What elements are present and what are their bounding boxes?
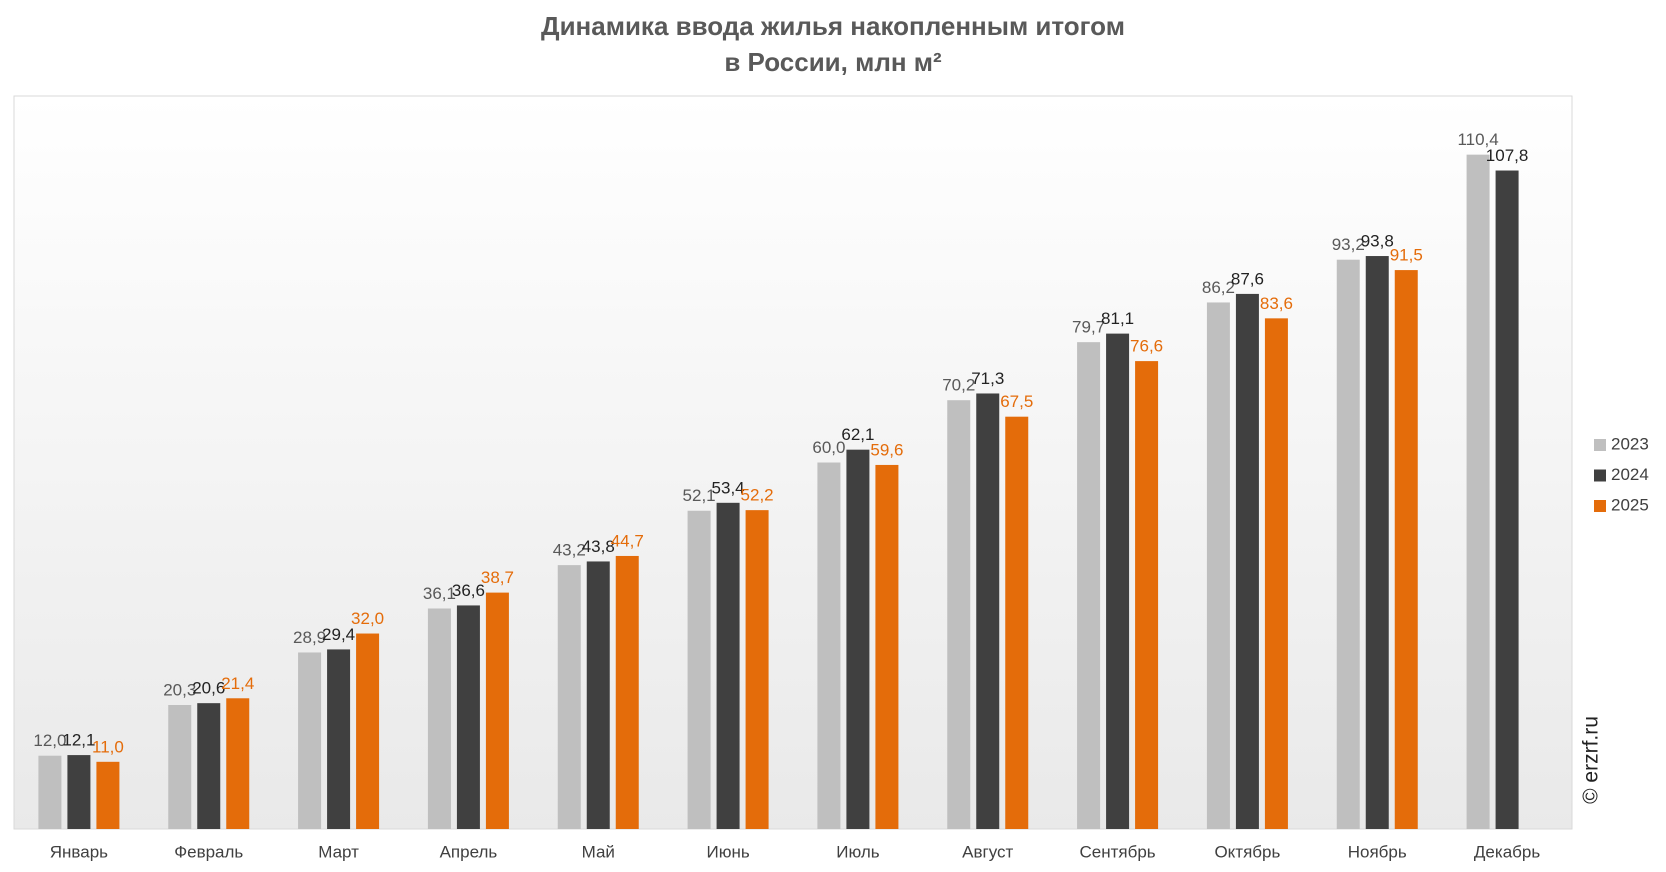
value-label: 62,1 [841,425,874,444]
bar [226,698,250,829]
value-label: 53,4 [712,478,745,497]
value-label: 81,1 [1101,309,1134,328]
bar [745,510,769,829]
x-tick-label: Декабрь [1474,842,1540,861]
value-label: 38,7 [481,568,514,587]
bar [557,565,581,829]
bar [615,555,639,829]
value-label: 87,6 [1231,269,1264,288]
value-label: 12,1 [62,731,95,750]
bar [1235,293,1259,829]
value-label: 60,0 [812,438,845,457]
x-tick-label: Ноябрь [1348,842,1407,861]
value-label: 52,1 [683,486,716,505]
bar [168,705,192,829]
x-tick-label: Сентябрь [1079,842,1155,861]
bar [1394,270,1418,829]
chart-subtitle: в России, млн м² [724,47,942,77]
bar [1466,154,1490,829]
value-label: 71,3 [971,369,1004,388]
bar [947,400,971,829]
bar [976,393,1000,829]
value-label: 36,6 [452,581,485,600]
bar [356,633,380,829]
value-label: 83,6 [1260,294,1293,313]
value-label: 110,4 [1457,130,1498,149]
x-tick-label: Июль [836,842,880,861]
value-label: 67,5 [1000,392,1033,411]
bar [1264,318,1288,829]
value-label: 70,2 [942,376,975,395]
x-tick-label: Июнь [706,842,749,861]
chart-title: Динамика ввода жилья накопленным итогом [541,11,1125,41]
bar [1077,342,1101,829]
value-label: 43,2 [553,541,586,560]
bar [427,608,451,829]
x-tick-label: Апрель [440,842,498,861]
bar [716,502,740,829]
value-label: 36,1 [423,584,456,603]
bar [1336,259,1360,829]
x-tick-label: Август [962,842,1013,861]
bar [67,755,91,829]
bar [298,652,322,829]
value-label: 52,2 [741,486,774,505]
value-label: 11,0 [92,737,124,756]
x-tick-label: Май [582,842,615,861]
bar [817,462,841,829]
value-label: 12,0 [33,731,66,750]
x-tick-label: Октябрь [1214,842,1280,861]
bar [38,755,62,829]
legend-label: 2024 [1611,465,1649,484]
legend-swatch [1594,500,1606,512]
x-tick-label: Январь [50,842,108,861]
plot-area [13,95,1573,830]
value-label: 43,8 [582,537,615,556]
bar [1106,333,1130,829]
bar [1365,256,1389,829]
legend-swatch [1594,439,1606,451]
value-label: 28,9 [293,628,326,647]
bar [327,649,351,829]
bar [1206,302,1230,829]
bar [687,510,711,829]
bar [96,761,120,829]
value-label: 91,5 [1390,246,1423,265]
bar [456,605,480,829]
bar [846,449,870,829]
value-label: 76,6 [1130,337,1163,356]
value-label: 86,2 [1202,278,1235,297]
value-label: 93,2 [1332,235,1365,254]
value-label: 32,0 [351,609,384,628]
legend-label: 2023 [1611,434,1649,453]
value-label: 20,6 [192,679,225,698]
bar [586,561,610,829]
value-label: 29,4 [322,625,355,644]
bar [197,703,221,829]
value-label: 79,7 [1072,318,1105,337]
legend-swatch [1594,469,1606,482]
bar [1135,361,1159,829]
value-label: 107,8 [1486,146,1529,165]
value-label: 44,7 [611,531,644,550]
legend-label: 2025 [1611,495,1649,514]
value-label: 93,8 [1361,232,1394,251]
bar [1005,416,1029,829]
bar [875,464,899,829]
value-label: 21,4 [221,674,254,693]
value-label: 20,3 [163,680,196,699]
bar [485,592,509,829]
x-tick-label: Февраль [174,842,243,861]
bar [1495,170,1519,829]
value-label: 59,6 [870,440,903,459]
x-tick-label: Март [318,842,359,861]
watermark: © erzrf.ru [1580,716,1603,804]
